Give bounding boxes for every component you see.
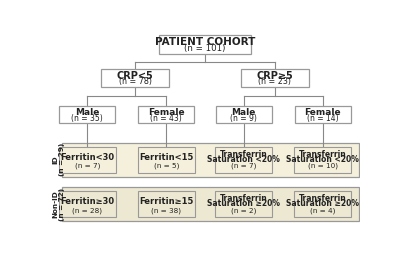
Text: Transferrin: Transferrin — [220, 150, 268, 159]
Text: Transferrin: Transferrin — [299, 194, 347, 203]
Text: (n = 38): (n = 38) — [151, 207, 181, 214]
Bar — [62, 143, 359, 177]
FancyBboxPatch shape — [215, 191, 272, 217]
FancyBboxPatch shape — [158, 35, 252, 54]
Text: (n = 9): (n = 9) — [230, 114, 257, 123]
Text: (n = 101): (n = 101) — [184, 44, 226, 53]
FancyBboxPatch shape — [241, 69, 309, 87]
Text: Ferritin<30: Ferritin<30 — [60, 153, 114, 162]
FancyBboxPatch shape — [294, 191, 352, 217]
Text: ID
(n = 29): ID (n = 29) — [52, 143, 65, 176]
Text: (n = 2): (n = 2) — [231, 207, 256, 214]
Text: Saturation ≥20%: Saturation ≥20% — [286, 199, 359, 208]
Text: Ferritin≥15: Ferritin≥15 — [139, 197, 194, 206]
Text: CRP≥5: CRP≥5 — [256, 71, 293, 81]
FancyBboxPatch shape — [101, 69, 169, 87]
Text: Saturation <20%: Saturation <20% — [207, 155, 280, 164]
FancyBboxPatch shape — [294, 147, 352, 173]
Text: (n = 23): (n = 23) — [258, 77, 291, 86]
FancyBboxPatch shape — [138, 147, 195, 173]
Text: Male: Male — [75, 108, 99, 117]
FancyBboxPatch shape — [138, 191, 195, 217]
Text: Male: Male — [232, 108, 256, 117]
Text: (n = 5): (n = 5) — [154, 163, 179, 169]
FancyBboxPatch shape — [59, 106, 115, 123]
Text: (n = 4): (n = 4) — [310, 207, 336, 214]
Text: (n = 14): (n = 14) — [307, 114, 339, 123]
Text: Ferritin<15: Ferritin<15 — [139, 153, 194, 162]
Text: (n = 43): (n = 43) — [150, 114, 182, 123]
Text: Female: Female — [304, 108, 341, 117]
Text: (n = 7): (n = 7) — [231, 163, 256, 169]
Text: Female: Female — [148, 108, 184, 117]
Bar — [62, 187, 359, 221]
Text: (n = 35): (n = 35) — [71, 114, 103, 123]
Text: Saturation ≥20%: Saturation ≥20% — [207, 199, 280, 208]
FancyBboxPatch shape — [138, 106, 194, 123]
FancyBboxPatch shape — [216, 106, 272, 123]
Text: (n = 7): (n = 7) — [74, 163, 100, 169]
Text: CRP<5: CRP<5 — [117, 71, 154, 81]
Text: Ferritin≥30: Ferritin≥30 — [60, 197, 114, 206]
FancyBboxPatch shape — [58, 191, 116, 217]
Text: (n = 10): (n = 10) — [308, 163, 338, 169]
FancyBboxPatch shape — [215, 147, 272, 173]
FancyBboxPatch shape — [295, 106, 351, 123]
Text: Transferrin: Transferrin — [220, 194, 268, 203]
Text: (n = 78): (n = 78) — [119, 77, 152, 86]
Text: PATIENT COHORT: PATIENT COHORT — [155, 37, 255, 47]
FancyBboxPatch shape — [58, 147, 116, 173]
Text: (n = 28): (n = 28) — [72, 207, 102, 214]
Text: Transferrin: Transferrin — [299, 150, 347, 159]
Text: Saturation <20%: Saturation <20% — [286, 155, 359, 164]
Text: Non-ID
(n = 72): Non-ID (n = 72) — [52, 188, 65, 221]
